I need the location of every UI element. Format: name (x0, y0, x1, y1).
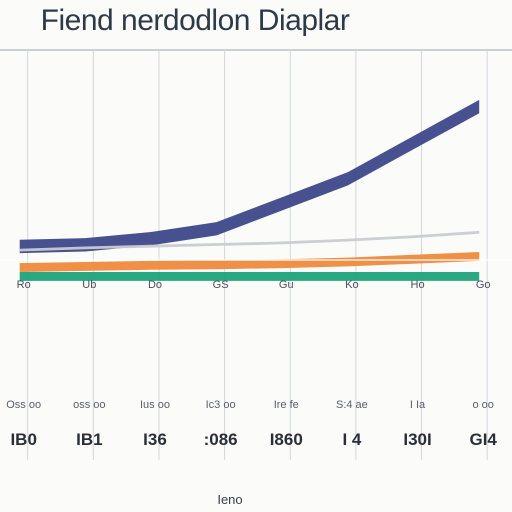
series-band (19, 230, 480, 252)
series-band (19, 272, 480, 281)
x-tick-value: I860 (270, 430, 303, 449)
x-tick-sublabel: S:4 ae (336, 399, 368, 411)
x-tick-label: Ho (411, 279, 425, 291)
x-tick-sublabel: o oo (472, 399, 493, 411)
series-band (19, 99, 480, 254)
x-tick-sublabel: Ius oo (140, 399, 170, 411)
x-tick-sublabel: Ic3 oo (206, 399, 236, 411)
x-tick-value: IB0 (10, 430, 36, 449)
x-tick-value: I36 (143, 430, 167, 449)
x-tick-label: Ro (17, 279, 31, 291)
x-tick-value: I 4 (342, 430, 361, 449)
x-tick-label: Gu (279, 279, 294, 291)
x-tick-label: Ko (345, 279, 358, 291)
x-axis-label: Ieno (217, 492, 243, 507)
x-tick-label: Go (476, 279, 491, 291)
x-tick-label: Ub (82, 279, 96, 291)
series-bands (0, 99, 512, 281)
x-tick-label: GS (213, 279, 229, 291)
top-tick-labels: Ro Ub Do GS Gu Ko Ho Go (17, 279, 491, 291)
series-band (19, 252, 480, 272)
x-tick-value: I30I (403, 430, 431, 449)
x-tick-label: Do (148, 279, 162, 291)
chart-title: Fiend nerdodlon Diaplar (40, 4, 350, 37)
x-tick-value: IB1 (76, 430, 102, 449)
x-tick-value: :086 (204, 430, 238, 449)
x-tick-sublabel: I Ia (410, 399, 426, 411)
x-tick-sublabel: Oss oo (6, 399, 41, 411)
bottom-tick-labels: Oss oo IB0 oss oo IB1 Ius oo I36 Ic3 oo :086 Ire… (6, 399, 497, 449)
x-tick-sublabel: Ire fe (274, 399, 299, 411)
x-tick-sublabel: oss oo (73, 399, 105, 411)
grid-lines (0, 49, 512, 460)
x-tick-value: GI4 (469, 430, 497, 449)
